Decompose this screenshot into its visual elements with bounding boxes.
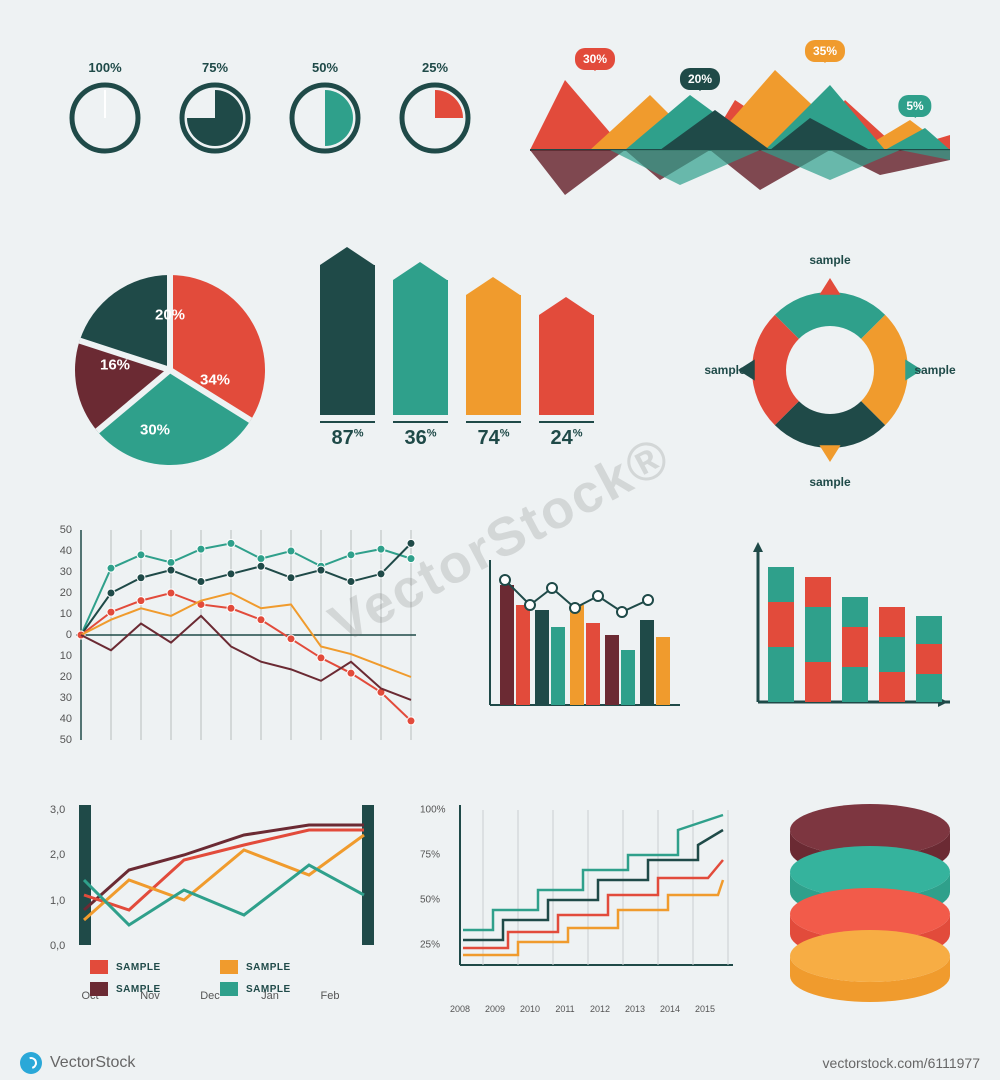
legend-text: SAMPLE [116, 962, 161, 973]
y-tick-label: 100% [420, 805, 446, 816]
y-tick-label: 30 [50, 692, 72, 704]
y-tick-label: 3,0 [50, 804, 65, 816]
y-tick-label: 1,0 [50, 895, 65, 907]
y-tick-label: 40 [50, 545, 72, 557]
x-tick-label: 2013 [625, 1004, 645, 1014]
y-tick-label: 40 [50, 713, 72, 725]
callout: 5% [898, 95, 931, 117]
legend-swatch [90, 960, 108, 974]
callout: 35% [805, 40, 845, 62]
bar-line-chart [480, 550, 690, 730]
cylinder-stack-chart [780, 800, 960, 1010]
dot-line-chart: 504030201001020304050 [50, 530, 420, 760]
y-tick-label: 20 [50, 671, 72, 683]
pie-slice-label: 34% [200, 372, 230, 389]
arrow-bar-value: 36% [404, 427, 436, 450]
callout-label: 30% [575, 48, 615, 70]
ring-label: sample [704, 363, 745, 377]
callout: 20% [680, 68, 720, 90]
arrow-bar: 87% [320, 265, 375, 450]
y-tick-label: 10 [50, 608, 72, 620]
arrow-bar-value: 74% [477, 427, 509, 450]
legend-item: SAMPLE [220, 960, 350, 974]
gauge: 75% [170, 60, 260, 155]
x-tick-label: 2008 [450, 1004, 470, 1014]
legend-text: SAMPLE [116, 984, 161, 995]
arrow-bar: 74% [466, 295, 521, 450]
legend-swatch [90, 982, 108, 996]
x-tick-label: 2009 [485, 1004, 505, 1014]
stacked-bar-chart [750, 540, 960, 730]
y-tick-label: 75% [420, 850, 440, 861]
y-tick-label: 25% [420, 940, 440, 951]
x-tick-label: 2014 [660, 1004, 680, 1014]
gauge-label: 75% [170, 60, 260, 75]
y-tick-label: 50 [50, 524, 72, 536]
y-tick-label: 20 [50, 587, 72, 599]
x-tick-label: 2015 [695, 1004, 715, 1014]
pie-slice-label: 20% [155, 307, 185, 324]
y-tick-label: 50% [420, 895, 440, 906]
x-tick-label: 2012 [590, 1004, 610, 1014]
pie-chart: 34% 30% 16% 20% [60, 260, 280, 480]
arrow-bar: 36% [393, 280, 448, 450]
footer-id: vectorstock.com/6111977 [823, 1055, 980, 1071]
arrow-bar: 24% [539, 315, 594, 450]
x-tick-label: 2010 [520, 1004, 540, 1014]
legend-text: SAMPLE [246, 962, 291, 973]
ring-label: sample [809, 253, 850, 267]
vectorstock-logo-icon [20, 1052, 42, 1074]
legend-item: SAMPLE [220, 982, 350, 996]
callout-label: 35% [805, 40, 845, 62]
gauge: 25% [390, 60, 480, 155]
legend-text: SAMPLE [246, 984, 291, 995]
y-tick-label: 0 [50, 629, 72, 641]
y-tick-label: 10 [50, 650, 72, 662]
gauge-label: 50% [280, 60, 370, 75]
arrow-bar-value: 87% [331, 427, 363, 450]
gauge: 50% [280, 60, 370, 155]
gauge-label: 25% [390, 60, 480, 75]
ring-label: sample [914, 363, 955, 377]
ring-label: sample [809, 475, 850, 489]
footer-brand: VectorStock [50, 1054, 135, 1072]
callout-label: 5% [898, 95, 931, 117]
callout-label: 20% [680, 68, 720, 90]
legend-swatch [220, 960, 238, 974]
y-tick-label: 30 [50, 566, 72, 578]
mountain-area-chart: 30% 20% 35% 5% [530, 40, 950, 220]
step-line-chart: 100%75%50%25% 20082009201020112012201320… [420, 800, 730, 1000]
callout: 30% [575, 48, 615, 70]
x-tick-label: 2011 [555, 1004, 574, 1014]
y-tick-label: 2,0 [50, 849, 65, 861]
legend-swatch [220, 982, 238, 996]
y-tick-label: 0,0 [50, 940, 65, 952]
arrow-bar-chart: 87% 36% 74% 24% [320, 260, 594, 450]
pie-slice-label: 16% [100, 357, 130, 374]
y-tick-label: 50 [50, 734, 72, 746]
arrow-bar-value: 24% [550, 427, 582, 450]
segmented-ring-chart: samplesamplesamplesample [720, 250, 940, 490]
gauge-label: 100% [60, 60, 150, 75]
pie-slice-label: 30% [140, 422, 170, 439]
legend: SAMPLE SAMPLE SAMPLE SAMPLE [90, 960, 350, 996]
footer: VectorStock vectorstock.com/6111977 [0, 1052, 1000, 1074]
legend-item: SAMPLE [90, 982, 220, 996]
gauge: 100% [60, 60, 150, 155]
gauges-row: 100% 75% 50% 25% [60, 60, 480, 155]
legend-item: SAMPLE [90, 960, 220, 974]
